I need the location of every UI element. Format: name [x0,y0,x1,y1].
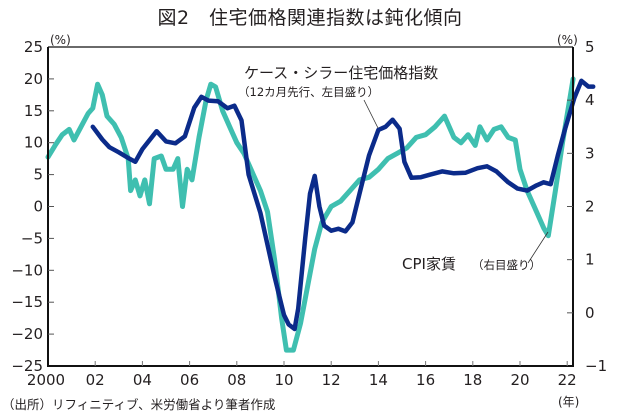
x-tick-label: 10 [274,371,293,389]
x-tick-label: 14 [369,371,388,389]
right-axis-unit: (%) [557,33,578,47]
x-tick-label: 06 [180,371,199,389]
cpi-rent-line [45,76,576,353]
case-shiller-line [90,78,596,332]
right-tick-label: 1 [585,251,595,269]
annotation-case-shiller-label: ケース・シラー住宅価格指数 [244,64,438,82]
x-tick-label: 2000 [27,371,65,389]
left-tick-label: −5 [21,229,43,247]
source-note: （出所）リフィニティブ、米労働省より筆者作成 [2,397,276,412]
left-tick-label: 0 [33,198,43,216]
left-tick-label: 15 [24,102,43,120]
series-layer [45,76,596,353]
annotations: ケース・シラー住宅価格指数 （12カ月先行、左目盛り） CPI家賃 （右目盛り）… [50,33,579,409]
x-tick-label: 12 [322,371,341,389]
left-tick-label: −15 [11,293,43,311]
x-tick-label: 04 [133,371,152,389]
annotation-case-shiller-note: （12カ月先行、左目盛り） [238,85,379,99]
x-tick-label: 20 [510,371,529,389]
chart-title: 図2 住宅価格関連指数は鈍化傾向 [157,7,463,29]
left-tick-label: 25 [24,38,43,56]
right-tick-label: 4 [585,91,595,109]
right-tick-label: 3 [585,144,595,162]
annotation-leader-line [363,99,379,129]
axes [47,46,574,367]
right-tick-label: 2 [585,198,595,216]
right-tick-label: 0 [585,304,595,322]
left-tick-label: −25 [11,357,43,375]
x-tick-label: 02 [86,371,105,389]
right-tick-label: −1 [585,357,607,375]
left-tick-label: 20 [24,70,43,88]
left-axis-unit: (%) [50,33,71,47]
left-tick-label: −10 [11,261,43,279]
left-tick-label: 5 [33,166,43,184]
annotation-leader-line [527,231,549,264]
annotation-cpi-note: （右目盛り） [472,258,541,272]
annotation-cpi-label: CPI家賃 [402,255,456,273]
x-tick-label: 08 [227,371,246,389]
x-tick-label: 22 [558,371,577,389]
x-tick-label: 16 [416,371,435,389]
left-tick-label: −20 [11,325,43,343]
x-tick-label: 18 [463,371,482,389]
x-axis-unit: (年) [558,395,579,409]
right-tick-label: 5 [585,38,595,56]
left-tick-label: 10 [24,134,43,152]
